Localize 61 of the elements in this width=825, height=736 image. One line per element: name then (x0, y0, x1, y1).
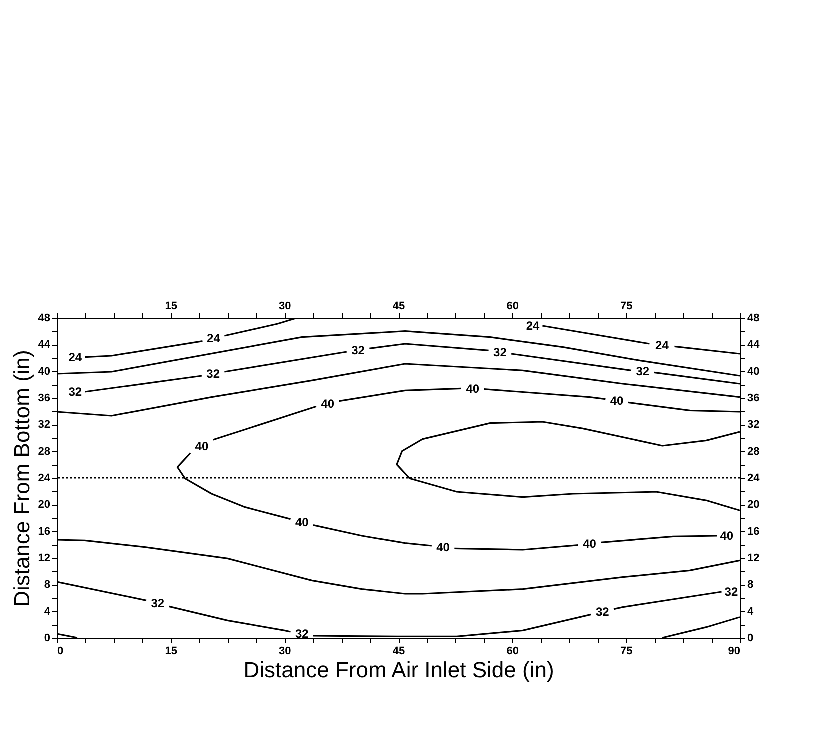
annotation: 40 (295, 515, 310, 530)
annotation: 40 (436, 540, 450, 554)
annotation: 32 (151, 596, 165, 611)
annotation: 40 (321, 397, 335, 411)
x-tick-label: 45 (392, 646, 406, 658)
y-tick-label: 0 (44, 632, 50, 644)
annotation: 24 (207, 332, 221, 346)
annotation: 32 (596, 605, 610, 619)
x2-tick-label: 75 (620, 300, 633, 312)
y2-tick-label: 44 (748, 339, 761, 352)
annotation: 32 (494, 345, 508, 360)
y-axis-title: Distance From Bottom (in) (9, 350, 34, 607)
y2-tick-label: 24 (748, 472, 761, 484)
annotation: 40 (466, 382, 480, 396)
y2-tick-label: 28 (748, 446, 760, 458)
annotation: 40 (720, 529, 734, 543)
annotation: 32 (68, 385, 82, 399)
y2-tick-label: 8 (748, 579, 754, 592)
y-tick-label: 12 (38, 552, 50, 564)
x-tick-label: 60 (506, 646, 519, 658)
y-tick-label: 44 (38, 339, 52, 352)
y-tick-label: 8 (44, 579, 50, 592)
annotation: 32 (724, 585, 738, 599)
x2-tick-label: 15 (165, 300, 178, 312)
y-tick-label: 40 (38, 366, 50, 378)
annotation: 32 (352, 343, 366, 358)
annotation: 24 (526, 319, 540, 333)
y-tick-label: 48 (38, 312, 50, 324)
x-tick-label: 15 (165, 646, 178, 658)
annotation: 40 (610, 394, 624, 408)
annotation: 24 (68, 350, 82, 364)
annotation: 32 (636, 364, 650, 379)
y2-tick-label: 20 (748, 499, 760, 512)
annotation: 40 (583, 537, 597, 551)
x2-tick-label: 60 (506, 300, 519, 312)
y2-tick-label: 4 (748, 606, 754, 618)
y-tick-label: 24 (38, 472, 52, 484)
x-tick-label: 75 (620, 646, 633, 658)
annotation: 32 (295, 627, 310, 641)
y-tick-label: 20 (38, 499, 50, 512)
y2-tick-label: 48 (748, 312, 760, 324)
x-tick-label: 0 (58, 646, 64, 658)
x2-tick-label: 45 (392, 300, 406, 312)
y-tick-label: 4 (44, 606, 52, 618)
x2-tick-label: 30 (279, 300, 292, 312)
y2-tick-label: 12 (748, 552, 760, 564)
x-axis-title: Distance From Air Inlet Side (in) (244, 658, 554, 682)
x-tick-label: 30 (279, 646, 292, 658)
y-tick-label: 32 (38, 419, 50, 432)
y-tick-label: 36 (38, 392, 50, 404)
annotation: 32 (206, 367, 220, 381)
annotation: 40 (195, 440, 209, 454)
y-tick-label: 28 (38, 446, 50, 458)
annotation: 24 (656, 338, 670, 352)
y2-tick-label: 32 (748, 419, 760, 432)
y-tick-label: 16 (38, 526, 50, 538)
y2-tick-label: 36 (748, 392, 760, 404)
y2-tick-label: 0 (748, 632, 754, 644)
y2-tick-label: 16 (748, 526, 760, 538)
x-tick-label: 90 (728, 646, 740, 658)
y2-tick-label: 40 (748, 366, 760, 378)
